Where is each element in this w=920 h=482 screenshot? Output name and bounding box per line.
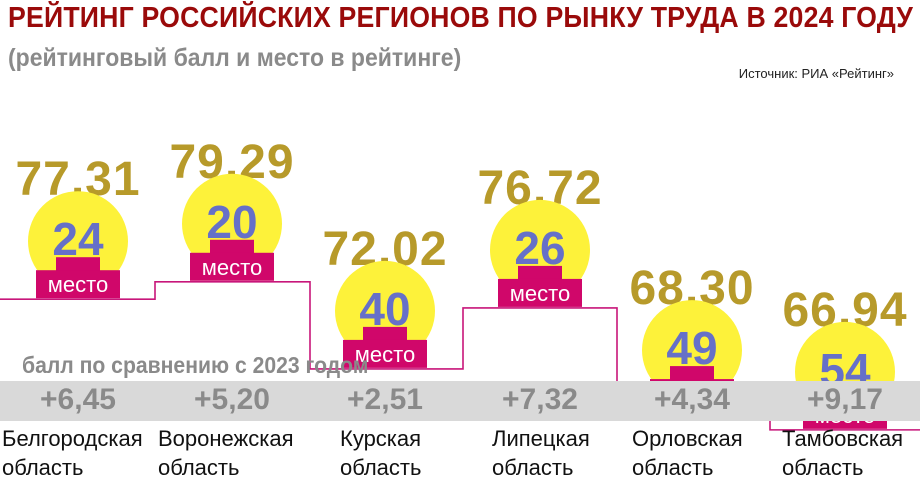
- region-label-line: Белгородская: [2, 426, 143, 451]
- region-label-line: область: [2, 455, 84, 480]
- place-badge: [36, 270, 120, 299]
- change-value: +7,32: [502, 383, 578, 416]
- region-label: Липецкая область: [492, 424, 590, 482]
- rank-circle: [28, 191, 128, 292]
- region-label: Курская область: [340, 424, 421, 482]
- region-label: Тамбовская область: [782, 424, 903, 482]
- place-badge-tab: [670, 366, 714, 381]
- region-label-line: Курская: [340, 426, 422, 451]
- change-value: +9,17: [807, 383, 883, 416]
- region-label-line: область: [632, 455, 714, 480]
- place-badge-tab: [56, 257, 100, 272]
- rank-label: 24: [52, 213, 104, 265]
- region-label: Белгородская область: [2, 424, 143, 482]
- rank-label: 40: [359, 283, 410, 335]
- change-caption: балл по сравнению с 2023 годом: [22, 352, 369, 378]
- chart-title: РЕЙТИНГ РОССИЙСКИХ РЕГИОНОВ ПО РЫНКУ ТРУ…: [8, 2, 914, 34]
- place-label: место: [48, 272, 108, 297]
- rank-circle: [490, 199, 590, 300]
- region-label-line: область: [340, 455, 422, 480]
- chart-subtitle: (рейтинговый балл и место в рейтинге): [8, 44, 462, 72]
- place-badge-tab: [210, 239, 254, 254]
- place-badge: [498, 278, 582, 307]
- region-label-line: Липецкая: [492, 426, 590, 451]
- change-band: [0, 381, 920, 421]
- rank-circle: [182, 173, 282, 274]
- region-label: Орловская область: [632, 424, 743, 482]
- region-label-line: область: [158, 455, 240, 480]
- source-note: Источник: РИА «Рейтинг»: [738, 66, 894, 81]
- place-badge: [190, 252, 274, 281]
- rank-circle: [642, 300, 742, 401]
- place-badge-tab: [363, 326, 407, 341]
- place-badge-tab: [518, 265, 562, 280]
- change-value: +4,34: [654, 383, 730, 416]
- region-label-line: область: [782, 455, 864, 480]
- region-label-line: Воронежская: [158, 426, 294, 451]
- rank-label: 20: [206, 196, 257, 248]
- place-label: место: [355, 342, 415, 367]
- rank-label: 26: [514, 222, 565, 274]
- place-label: место: [202, 255, 262, 280]
- place-label: место: [510, 281, 570, 306]
- place-badge: [343, 339, 427, 368]
- change-value: +2,51: [347, 383, 423, 416]
- rank-circle: [335, 260, 435, 361]
- region-label: Воронежская область: [158, 424, 294, 482]
- change-value: +6,45: [40, 383, 116, 416]
- rank-label: 49: [666, 322, 717, 374]
- region-label-line: Тамбовская: [782, 426, 904, 451]
- region-label-line: Орловская: [632, 426, 743, 451]
- region-label-line: область: [492, 455, 574, 480]
- change-value: +5,20: [194, 383, 270, 416]
